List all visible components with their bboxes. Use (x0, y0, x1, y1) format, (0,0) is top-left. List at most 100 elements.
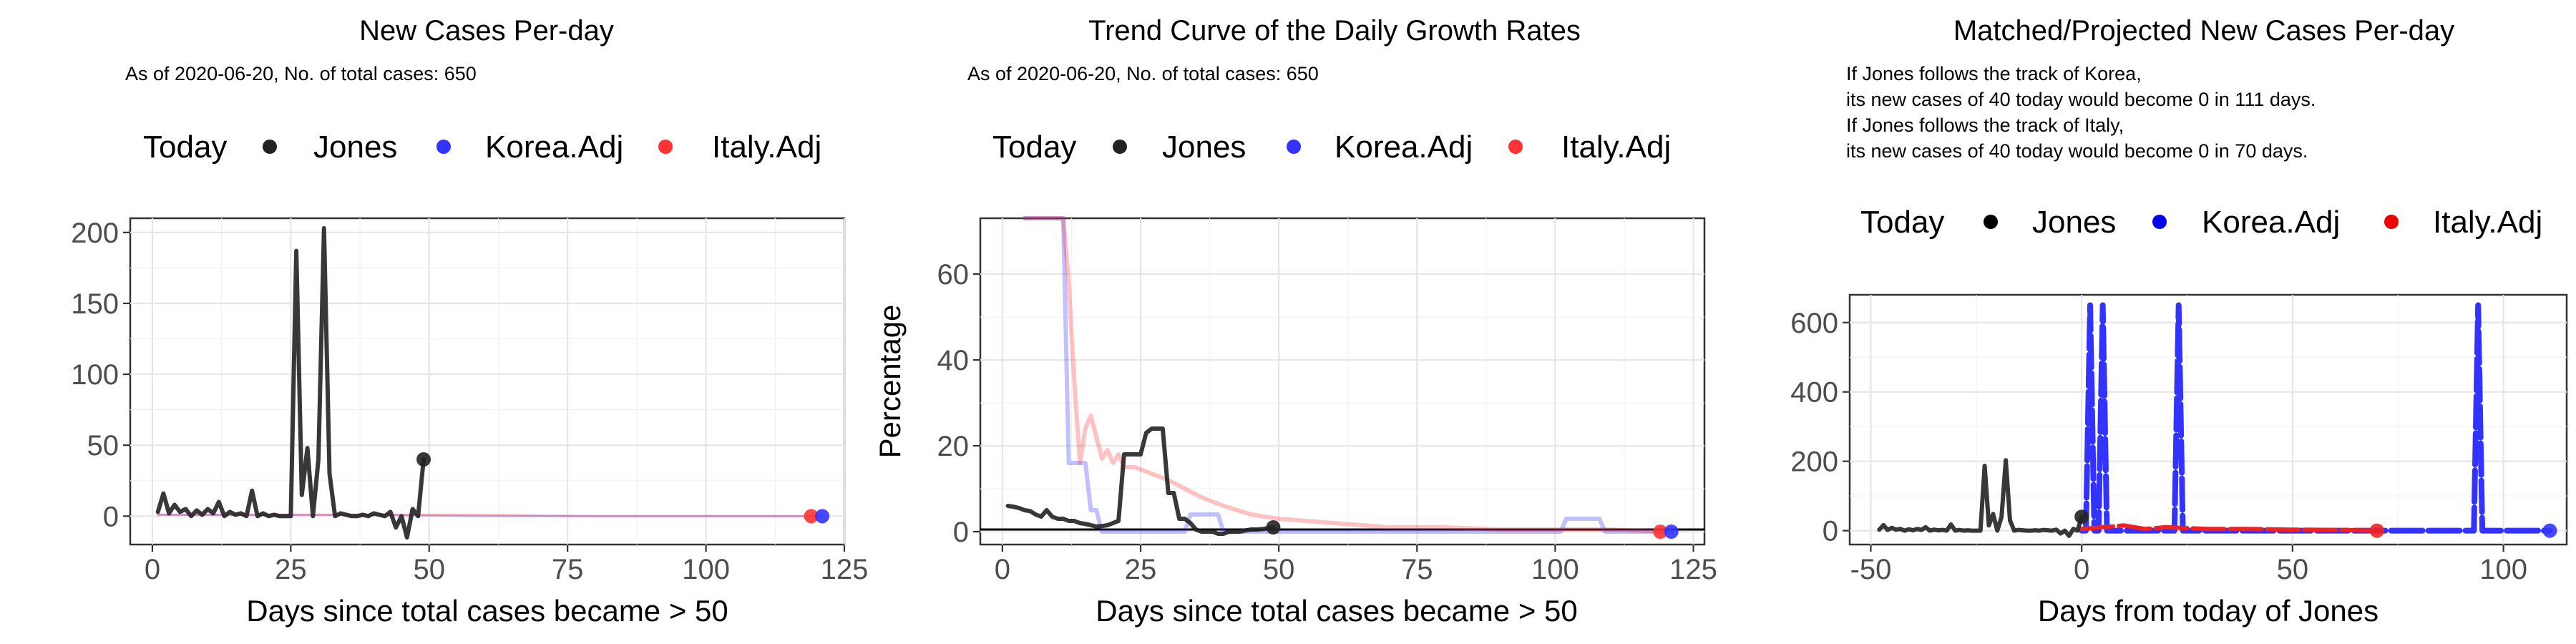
today-points (2074, 509, 2557, 538)
legend-marker-italy (658, 140, 673, 154)
legend-marker-jones (1113, 140, 1127, 154)
grid (980, 218, 1704, 545)
series-line-jones (155, 225, 426, 540)
subtitle-line: If Jones follows the track of Korea, (1846, 63, 2142, 84)
legend-label-jones: Jones (2032, 205, 2116, 240)
grid (130, 218, 846, 545)
x-tick-label: 125 (1669, 554, 1717, 585)
y-axis-title: Percentage (873, 305, 907, 459)
today-point-italy-adj (2369, 523, 2384, 538)
legend-marker-korea (2152, 215, 2167, 229)
y-tick-label: 150 (71, 288, 119, 320)
chart-matched-projected: Matched/Projected New Cases Per-day If J… (1790, 15, 2568, 628)
today-point-italy-adj (1653, 525, 1668, 539)
series-line-italy-adj (1022, 216, 1663, 534)
y-tick-label: 100 (71, 359, 119, 391)
x-tick-label: 50 (414, 554, 446, 585)
legend-marker-jones (1984, 215, 1998, 229)
series-line-italy-adj (2079, 523, 2379, 533)
chart-new-cases-per-day: New Cases Per-day As of 2020-06-20, No. … (71, 15, 868, 628)
x-axis-title: Days since total cases became > 50 (1096, 594, 1578, 628)
today-point-jones (2074, 509, 2089, 525)
subtitle-line: its new cases of 40 today would become 0… (1846, 140, 2308, 162)
chart-subtitle: If Jones follows the track of Korea, its… (1846, 63, 2316, 162)
x-tick-label: 125 (821, 554, 869, 585)
legend-marker-korea (1287, 140, 1301, 154)
legend: Today Jones Korea.Adj Italy.Adj (992, 130, 1671, 165)
series-line-jones (1005, 426, 1276, 536)
y-tick-label: 0 (953, 517, 969, 548)
subtitle-line: its new cases of 40 today would become 0… (1846, 89, 2316, 110)
chart-title: Matched/Projected New Cases Per-day (1953, 15, 2454, 47)
x-tick-label: 75 (1401, 554, 1433, 585)
x-axis-title: Days from today of Jones (2038, 594, 2379, 628)
legend-label-italy: Italy.Adj (1561, 130, 1671, 165)
plot-panel (979, 217, 1706, 546)
y-tick-label: 200 (71, 218, 119, 249)
legend-marker-jones (263, 140, 277, 154)
today-point-korea-adj (815, 509, 830, 524)
y-tick-label: 400 (1790, 377, 1838, 409)
x-tick-label: 0 (145, 554, 160, 585)
x-tick-label: 50 (1263, 554, 1295, 585)
legend-label-jones: Jones (1162, 130, 1246, 165)
y-tick-label: 50 (87, 430, 119, 462)
legend-label-korea: Korea.Adj (1335, 130, 1473, 165)
legend-label-italy: Italy.Adj (712, 130, 821, 165)
x-tick-label: 100 (1531, 554, 1579, 585)
legend-label-jones: Jones (313, 130, 397, 165)
series-layer (1877, 302, 2553, 538)
x-tick-label: 50 (2277, 554, 2309, 585)
y-tick-label: 40 (937, 345, 970, 376)
legend-marker-korea (436, 140, 451, 154)
legend-label-korea: Korea.Adj (2202, 205, 2340, 240)
legend: Today Jones Korea.Adj Italy.Adj (1860, 205, 2542, 240)
y-tick-label: 0 (1823, 516, 1838, 547)
today-points (1266, 520, 1679, 539)
x-tick-label: 100 (682, 554, 730, 585)
today-point-jones (416, 452, 431, 467)
axis-ticks: 0 25 50 75 100 125 0 50 100 150 200 (71, 218, 868, 585)
today-point-korea-adj (1664, 525, 1679, 539)
series-layer (980, 216, 1704, 536)
chart-subtitle: As of 2020-06-20, No. of total cases: 65… (967, 63, 1319, 84)
chart-title: Trend Curve of the Daily Growth Rates (1088, 15, 1581, 47)
x-tick-label: 25 (1125, 554, 1157, 585)
chart-subtitle: As of 2020-06-20, No. of total cases: 65… (125, 63, 477, 84)
chart-title: New Cases Per-day (359, 15, 614, 47)
series-line-korea-adj (2079, 302, 2553, 534)
series-line-jones (1877, 458, 2084, 538)
legend-title: Today (992, 130, 1076, 165)
chart-growth-rate-trend: Trend Curve of the Daily Growth Rates As… (873, 15, 1717, 628)
plot-panel (1848, 293, 2568, 546)
legend-label-italy: Italy.Adj (2433, 205, 2542, 240)
x-tick-label: 0 (2074, 554, 2089, 585)
x-tick-label: 100 (2479, 554, 2527, 585)
subtitle-line: If Jones follows the track of Italy, (1846, 114, 2124, 136)
legend-marker-italy (2384, 215, 2399, 229)
axis-ticks: 0 25 50 75 100 125 0 20 40 60 (937, 259, 1717, 585)
today-point-italy-adj (804, 509, 819, 524)
x-tick-label: 25 (275, 554, 307, 585)
y-tick-label: 20 (937, 431, 970, 462)
today-point-jones (1266, 520, 1281, 535)
y-tick-label: 600 (1790, 308, 1838, 339)
x-axis-title: Days since total cases became > 50 (246, 594, 728, 628)
axis-ticks: -50 0 50 100 0 200 400 600 (1790, 308, 2527, 585)
legend-marker-italy (1508, 140, 1523, 154)
plot-panel (129, 217, 846, 546)
series-line-korea-adj (1022, 216, 1674, 534)
legend-title: Today (143, 130, 227, 165)
x-tick-label: 0 (995, 554, 1010, 585)
series-layer (155, 225, 824, 540)
y-tick-label: 0 (103, 501, 119, 532)
y-tick-label: 60 (937, 259, 970, 291)
today-points (416, 452, 830, 524)
legend: Today Jones Korea.Adj Italy.Adj (143, 130, 821, 165)
today-point-korea-adj (2542, 523, 2557, 538)
x-tick-label: -50 (1850, 554, 1892, 585)
legend-label-korea: Korea.Adj (485, 130, 623, 165)
legend-title: Today (1860, 205, 1944, 240)
y-tick-label: 200 (1790, 447, 1838, 478)
